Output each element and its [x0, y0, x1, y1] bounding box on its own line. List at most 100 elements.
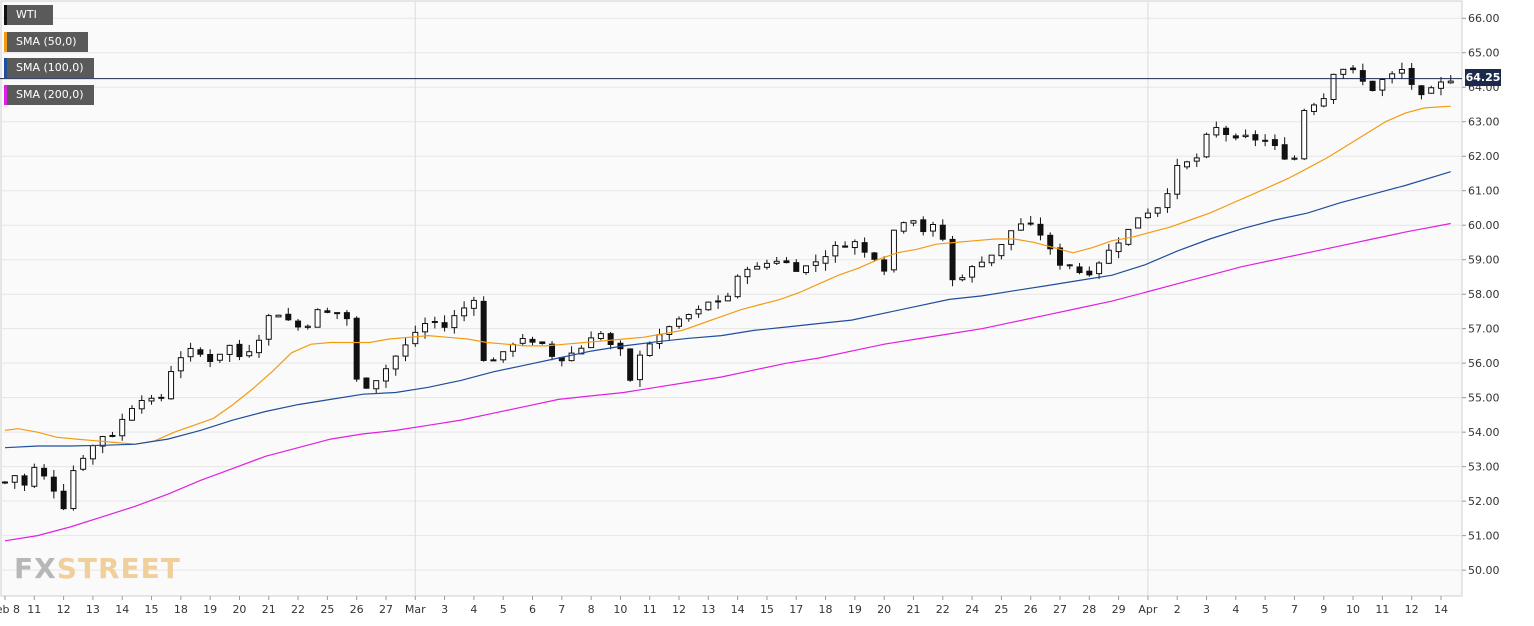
candle-body — [881, 259, 888, 272]
candle-body — [578, 347, 585, 355]
wti-swatch — [4, 5, 7, 25]
candle-body — [1027, 222, 1034, 225]
candle-body — [207, 354, 214, 362]
candle-body — [744, 268, 751, 278]
y-tick-label: 60.00 — [1468, 219, 1500, 232]
x-tick-label: 25 — [994, 603, 1008, 616]
candle-body — [822, 256, 829, 264]
candle-body — [871, 252, 878, 260]
logo-fx: FX — [14, 552, 57, 585]
x-tick-label: 14 — [731, 603, 745, 616]
x-tick-label: 22 — [291, 603, 305, 616]
x-tick-label: 5 — [1262, 603, 1269, 616]
y-tick-label: 56.00 — [1468, 357, 1500, 370]
candle-body — [1232, 135, 1239, 139]
candle-body — [812, 261, 819, 266]
x-tick-label: 4 — [470, 603, 477, 616]
x-tick-label: 26 — [350, 603, 364, 616]
candle-body — [1115, 242, 1122, 253]
candle-body — [80, 457, 87, 470]
candle-body — [216, 353, 223, 361]
candle-body — [1057, 247, 1064, 266]
candle-body — [431, 321, 438, 324]
candle-body — [666, 326, 673, 335]
x-tick-label: 24 — [965, 603, 979, 616]
sma-lines — [4, 105, 1451, 542]
candle-body — [1047, 234, 1054, 250]
candle-body — [1096, 262, 1103, 275]
x-tick-label: 3 — [1203, 603, 1210, 616]
x-tick-label: 7 — [558, 603, 565, 616]
x-grid — [414, 1, 1149, 596]
legend-item-wti[interactable]: WTI — [4, 5, 53, 25]
candle-body — [1320, 98, 1327, 107]
candle-body — [1135, 217, 1142, 229]
candle-body — [1008, 230, 1015, 245]
x-tick-label: 5 — [500, 603, 507, 616]
candle-body — [803, 265, 810, 274]
legend-label-sma100: SMA (100,0) — [16, 61, 84, 74]
y-tick-label: 65.00 — [1468, 47, 1500, 60]
candle-body — [676, 318, 683, 327]
candle-body — [588, 337, 595, 349]
candle-body — [685, 314, 692, 320]
candle-body — [910, 220, 917, 224]
candle-body — [949, 238, 956, 281]
x-tick-label: 11 — [27, 603, 41, 616]
legend-item-sma100[interactable]: SMA (100,0) — [4, 58, 94, 78]
candle-body — [1301, 110, 1308, 160]
candle-body — [1203, 133, 1210, 158]
candle-body — [265, 315, 272, 340]
candle-body — [597, 333, 604, 340]
candle-body — [763, 262, 770, 268]
y-tick-label: 52.00 — [1468, 495, 1500, 508]
candle-body — [890, 229, 897, 271]
candle-body — [138, 399, 145, 410]
logo-street: STREET — [56, 552, 181, 585]
candle-body — [568, 352, 575, 362]
candle-body — [490, 359, 497, 362]
x-tick-label: 28 — [1082, 603, 1096, 616]
x-tick-label: 20 — [232, 603, 246, 616]
x-tick-label: 3 — [441, 603, 448, 616]
x-tick-label: 12 — [57, 603, 71, 616]
x-tick-label: 22 — [936, 603, 950, 616]
candle-body — [1281, 144, 1288, 160]
candle-body — [959, 277, 966, 281]
x-tick-label: 29 — [1112, 603, 1126, 616]
candle-body — [187, 347, 194, 358]
sma-200-line — [4, 222, 1451, 542]
x-tick-label: 4 — [1232, 603, 1239, 616]
x-tick-label: 14 — [1434, 603, 1448, 616]
candle-body — [1398, 69, 1405, 74]
candle-body — [275, 314, 282, 318]
candle-body — [255, 339, 262, 354]
candle-body — [119, 418, 126, 437]
x-tick-label: 20 — [877, 603, 891, 616]
candle-body — [21, 475, 28, 486]
candle-body — [549, 343, 556, 357]
candle-body — [1223, 127, 1230, 135]
legend-item-sma50[interactable]: SMA (50,0) — [4, 31, 88, 52]
legend-label-wti: WTI — [16, 8, 37, 21]
x-tick-label: 7 — [1291, 603, 1298, 616]
x-tick-label: 6 — [529, 603, 536, 616]
candle-body — [1066, 264, 1073, 267]
x-tick-label: 18 — [819, 603, 833, 616]
x-tick-label: 19 — [203, 603, 217, 616]
candle-body — [1418, 85, 1425, 96]
candle-body — [1213, 127, 1220, 136]
legend-item-sma200[interactable]: SMA (200,0) — [4, 84, 94, 105]
candle-body — [470, 299, 477, 309]
candle-body — [1252, 134, 1259, 141]
y-tick-label: 53.00 — [1468, 461, 1500, 474]
candle-body — [842, 245, 849, 248]
x-tick-label: 8 — [588, 603, 595, 616]
candle-body — [1105, 249, 1112, 264]
y-axis: 50.00 51.00 52.00 53.00 54.00 55.00 56.00 57.00… — [1462, 12, 1500, 577]
candle-body — [441, 322, 448, 328]
candle-body — [1086, 270, 1093, 276]
candle-body — [1262, 139, 1269, 142]
x-tick-label: 12 — [672, 603, 686, 616]
candle-body — [1164, 193, 1171, 209]
